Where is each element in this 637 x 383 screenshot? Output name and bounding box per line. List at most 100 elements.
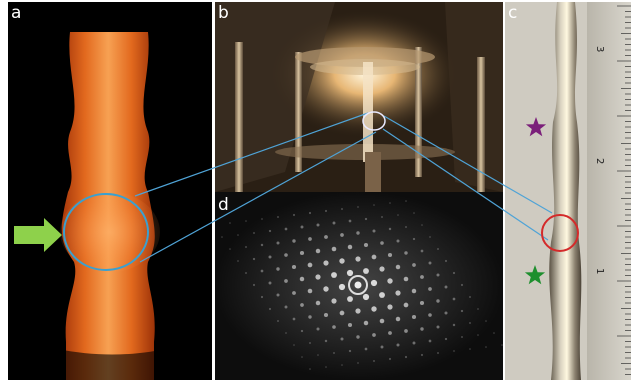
diffraction-spot <box>307 288 313 294</box>
diffraction-spot <box>323 260 329 266</box>
diffraction-spot <box>355 308 361 314</box>
weld-bead <box>549 2 582 380</box>
panel-label-a: a <box>11 3 22 23</box>
diffraction-spot <box>300 303 304 307</box>
diffraction-spot <box>412 237 416 241</box>
diffraction-spot <box>444 285 448 289</box>
diffraction-spot <box>501 344 503 346</box>
diffraction-spot <box>373 360 375 362</box>
diffraction-spot <box>357 362 359 364</box>
diffraction-spot <box>428 261 432 265</box>
ruler-ticks <box>617 5 631 375</box>
diffraction-spot <box>348 349 352 353</box>
diffraction-spot <box>331 272 337 278</box>
diffraction-spot <box>405 226 407 228</box>
diffraction-spot <box>379 292 385 298</box>
diffraction-spot <box>363 268 369 274</box>
diffraction-spot <box>308 315 312 319</box>
diffraction-spot <box>339 258 345 264</box>
diffraction-spot <box>338 283 346 291</box>
diffraction-spot <box>469 296 471 298</box>
diffraction-spot <box>387 278 393 284</box>
diffraction-spot <box>387 252 393 258</box>
diffraction-spot <box>292 291 296 295</box>
diffraction-spot <box>347 296 353 302</box>
diffraction-spot <box>284 227 288 231</box>
diffraction-spot <box>404 355 408 359</box>
diffraction-spot <box>372 229 376 233</box>
diffraction-spot <box>260 243 264 247</box>
diffraction-spot <box>436 299 440 303</box>
diffraction-spot <box>325 366 327 368</box>
diffraction-spot <box>437 248 439 250</box>
diffraction-spot <box>395 316 401 322</box>
diffraction-spot <box>292 317 296 321</box>
panel-d-diffraction-pattern: d <box>215 192 503 380</box>
ruler-label-2: 2 <box>594 158 605 164</box>
ruler-label-3: 3 <box>594 46 605 52</box>
diffraction-spot <box>284 253 288 257</box>
diffraction-spot <box>252 283 256 287</box>
diffraction-spot <box>316 223 320 227</box>
diffraction-spot <box>388 357 392 361</box>
diffraction-spot <box>261 218 263 220</box>
panel-label-d: d <box>218 195 229 215</box>
diffraction-spot <box>428 287 432 291</box>
panel-b-apparatus: b <box>215 2 503 192</box>
diffraction-spot <box>405 200 407 202</box>
diffraction-spot <box>372 333 376 337</box>
diffraction-spot <box>276 293 280 297</box>
diffraction-spot <box>428 339 432 343</box>
diffraction-spot <box>403 302 409 308</box>
diffraction-spot <box>285 332 287 334</box>
diffraction-spot <box>362 293 370 301</box>
diffraction-spot <box>260 269 264 273</box>
diffraction-spot <box>412 263 416 267</box>
diffraction-spot <box>229 248 231 250</box>
diffraction-spot <box>348 219 352 223</box>
apparatus-image <box>215 2 503 192</box>
diffraction-spot <box>332 221 336 225</box>
diffraction-spot <box>268 307 272 311</box>
diffraction-spot <box>452 323 456 327</box>
diffraction-spot <box>315 300 321 306</box>
diffraction-spot <box>461 336 463 338</box>
panel-a-glowing-rod: a <box>8 2 212 380</box>
diffraction-spot <box>373 204 375 206</box>
diffraction-spot <box>404 251 408 255</box>
diffraction-spot <box>437 352 439 354</box>
diffraction-spot <box>229 222 231 224</box>
diffraction-spot <box>428 313 432 317</box>
diffraction-spot <box>411 314 417 320</box>
diffraction-spot <box>268 255 272 259</box>
diffraction-spot <box>380 241 384 245</box>
diffraction-spot <box>315 248 321 254</box>
diffraction-spot <box>252 257 256 261</box>
diffraction-spot <box>493 332 495 334</box>
diffraction-spot <box>277 216 279 218</box>
diffraction-spot <box>370 279 378 287</box>
glowing-rod-image <box>8 2 212 380</box>
diffraction-spot <box>452 271 456 275</box>
diffraction-spot <box>340 233 344 237</box>
diffraction-spot <box>324 235 328 239</box>
diffraction-spot <box>381 216 383 218</box>
diffraction-spot <box>363 320 369 326</box>
diffraction-spot <box>323 286 329 292</box>
diffraction-spot <box>341 364 343 366</box>
diffraction-spot <box>316 327 320 331</box>
diffraction-spot <box>436 273 440 277</box>
diffraction-spot <box>299 250 305 256</box>
diffraction-spot <box>452 297 456 301</box>
diffraction-image <box>215 192 503 380</box>
diffraction-spot <box>284 305 288 309</box>
diffraction-spot <box>332 325 336 329</box>
diffraction-spot <box>444 259 448 263</box>
diffraction-spot <box>323 312 329 318</box>
diffraction-spot <box>299 276 305 282</box>
diffraction-spot <box>371 306 377 312</box>
diffraction-spot <box>355 256 361 262</box>
diffraction-spot <box>388 227 392 231</box>
diffraction-spot <box>420 249 424 253</box>
diffraction-spot <box>245 272 247 274</box>
